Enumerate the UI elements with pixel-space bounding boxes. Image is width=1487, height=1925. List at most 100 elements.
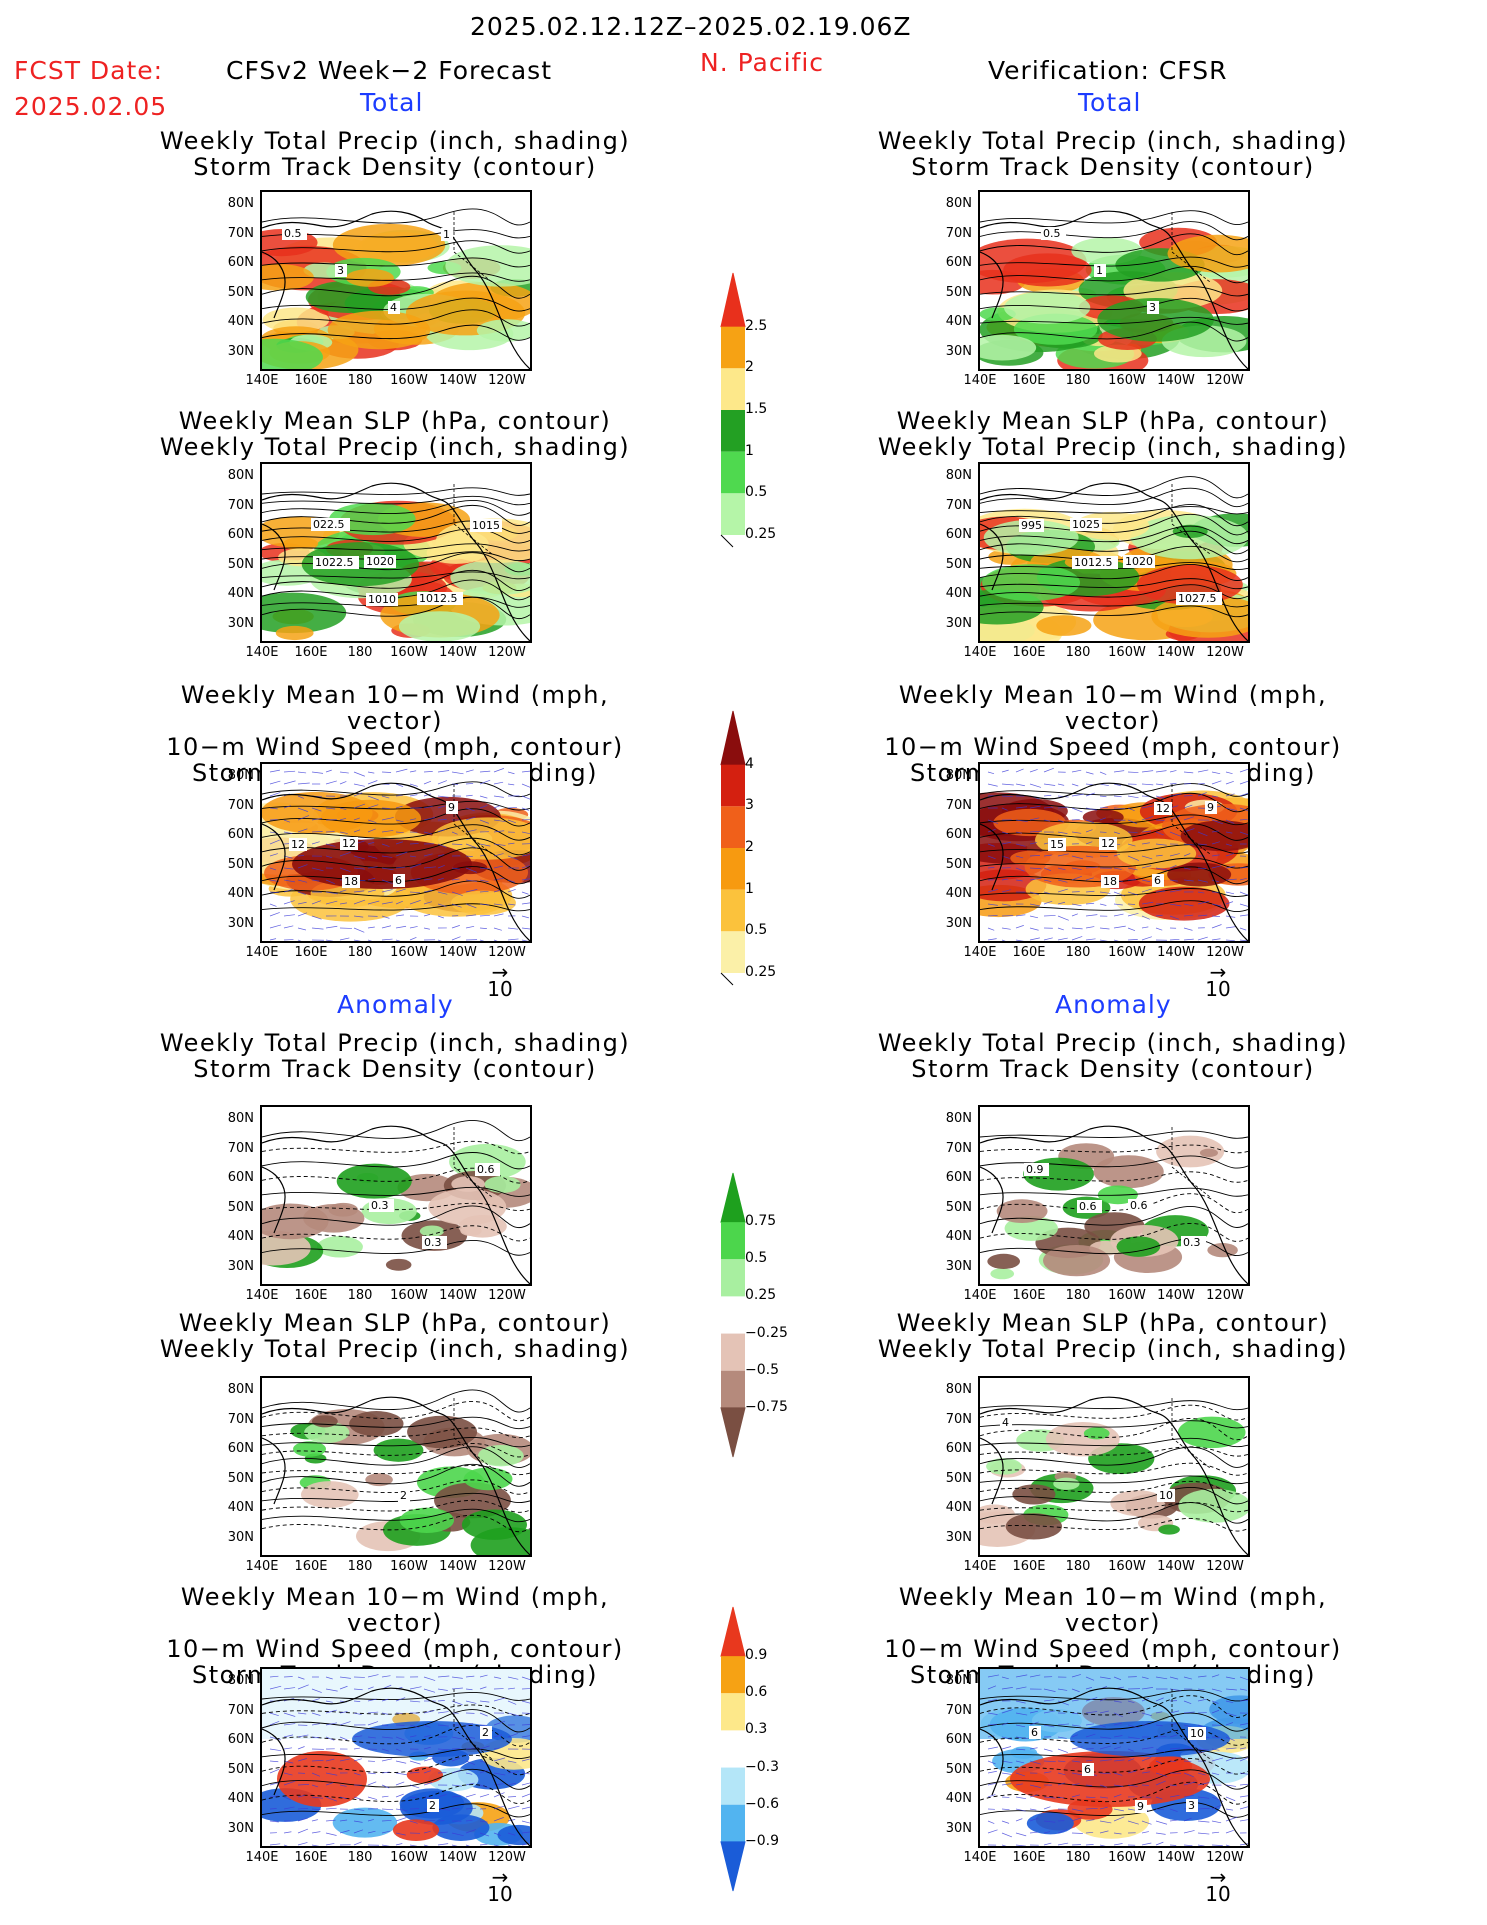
forecast-wind-vector [493, 1720, 506, 1726]
forecast-wind-vector [269, 807, 278, 810]
forecast-wind-vector [381, 889, 393, 893]
lat-tick-label: 80N [227, 468, 254, 483]
border-line [453, 484, 493, 555]
forecast-wind-vector [395, 1832, 406, 1836]
verification-wind-vector [1141, 1842, 1152, 1846]
verification-wind-vector [1057, 888, 1068, 893]
verification-shade-blob [1138, 886, 1230, 921]
coastline-asia [262, 1437, 286, 1505]
verification-wind-vector [987, 1746, 998, 1750]
verification-contour-label: 1025 [1070, 518, 1102, 531]
forecast-contour-label-text: 12 [291, 838, 305, 851]
forecast-wind-vector [479, 1843, 488, 1846]
verification-wind-vector [1099, 1806, 1108, 1810]
forecast-wind-vector [269, 1736, 282, 1741]
verification-wind-vector [1071, 1712, 1079, 1715]
forecast-contour-label-text: 9 [448, 801, 455, 814]
forecast-contour-label-text: 1020 [366, 555, 394, 568]
verification-wind-vector [1183, 927, 1193, 931]
lon-tick-label: 140E [963, 373, 997, 388]
verification-wind-vector [1225, 1844, 1231, 1846]
verification-contour-label: 10 [1188, 1727, 1206, 1740]
lon-tick-label: 140W [439, 1288, 477, 1303]
verification-wind-vector [1169, 1722, 1178, 1726]
forecast-wind-vector [297, 1712, 307, 1715]
forecast-anom-blob [304, 1421, 350, 1444]
verification-anom-hot [1010, 1751, 1210, 1807]
verification-contour-line [980, 1446, 1248, 1457]
verification-contour-line [980, 605, 1248, 618]
forecast-wind-vector [283, 1772, 293, 1776]
verification-wind-vector [1225, 1700, 1234, 1704]
lat-tick-label: 80N [227, 196, 254, 211]
forecast-wind-vector [493, 1832, 501, 1836]
forecast-anom-blob [316, 1236, 363, 1258]
lon-tick-label: 140W [1157, 373, 1195, 388]
verification-wind-vector [1085, 819, 1095, 823]
lon-tick-label: 140W [1157, 1288, 1195, 1303]
forecast-wind-vector [493, 768, 504, 773]
vector-reference-value: 10 [487, 977, 513, 1001]
verification-contour-line [980, 506, 1248, 515]
verification-wind-vector [1113, 1759, 1125, 1762]
verification-wind-vector [1197, 792, 1207, 797]
verification-contour-label-text: 995 [1021, 519, 1042, 532]
forecast-contour-label-text: 0.6 [477, 1163, 495, 1176]
section-anomaly-right: Anomaly [1055, 990, 1172, 1019]
verification-wind-vector [1001, 1687, 1013, 1690]
verification-total-map-2: 1025 1020 1027.5 995 1012.5 [978, 462, 1250, 643]
forecast-wind-vector [283, 1687, 296, 1690]
forecast-wind-vector [409, 877, 421, 881]
forecast-wind-vector [409, 1796, 417, 1799]
verification-wind-vector [1169, 1819, 1178, 1822]
forecast-wind-vector [409, 842, 419, 845]
verification-wind-vector [1169, 879, 1178, 882]
forecast-wind-vector [297, 901, 307, 905]
border-line [453, 212, 493, 283]
forecast-wind-vector [423, 1770, 431, 1774]
verification-wind-vector [1057, 1772, 1066, 1776]
verification-contour-label-text: 1025 [1072, 518, 1100, 531]
forecast-contour-line [262, 208, 530, 226]
forecast-contour-line [262, 1479, 530, 1495]
forecast-wind-vector [283, 1723, 296, 1726]
forecast-wind-vector [297, 807, 309, 812]
colorbar-label: 0.5 [745, 1250, 768, 1267]
verification-contour-label: 12 [1099, 837, 1117, 850]
verification-wind-vector [1239, 903, 1248, 907]
verification-anom-blob [1110, 1490, 1166, 1517]
verification-contour-line [980, 900, 1248, 912]
forecast-wind-vector [423, 1757, 434, 1762]
forecast-wind-vector [479, 1700, 490, 1703]
verification-wind-vector [1225, 1676, 1235, 1680]
forecast-wind-vector [479, 1686, 487, 1690]
forecast-wind-vector [493, 939, 498, 941]
verification-wind-vector [1225, 831, 1233, 834]
verification-anom-blob [1156, 1135, 1225, 1168]
verification-contour-line [980, 1518, 1248, 1532]
verification-wind-vector [1239, 1806, 1248, 1810]
forecast-wind-vector [311, 1796, 323, 1799]
verification-wind-vector [1015, 879, 1023, 882]
forecast-anomaly-title-4: Weekly Total Precip (inch, shading) Storm… [130, 1030, 660, 1082]
verification-wind-vector [1127, 867, 1138, 871]
verification-wind-vector [1099, 1772, 1111, 1775]
verification-contour-label: 3 [1147, 301, 1159, 314]
forecast-contour-label-text: 2 [429, 1799, 436, 1812]
forecast-wind-vector [451, 1736, 463, 1740]
verification-wind-vector [1071, 1760, 1081, 1763]
forecast-wind-vector [395, 841, 404, 845]
forecast-wind-vector [297, 1676, 305, 1680]
forecast-wind-vector [493, 781, 504, 785]
verification-contour-line [980, 1130, 1248, 1139]
lon-tick-label: 140W [439, 645, 477, 660]
forecast-wind-vector [381, 925, 392, 929]
verification-wind-vector [1071, 1699, 1079, 1702]
colorbar-swatch [721, 1693, 745, 1731]
forecast-contour-label: 1012.5 [417, 592, 463, 605]
forecast-wind-vector [283, 1780, 296, 1786]
forecast-wind-vector [269, 1820, 279, 1823]
lon-tick-label: 180 [1065, 1559, 1091, 1574]
verification-wind-vector [1197, 769, 1209, 773]
verification-wind-vector [1239, 780, 1248, 785]
